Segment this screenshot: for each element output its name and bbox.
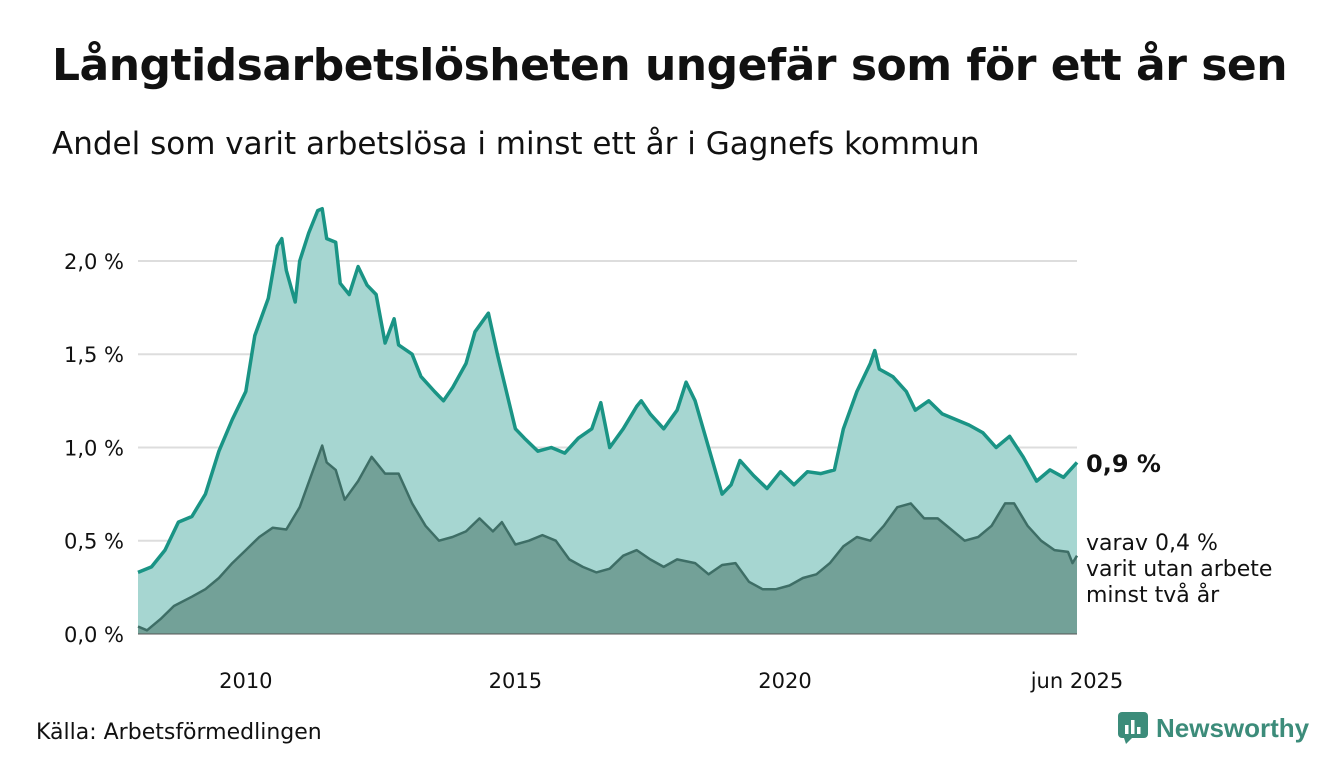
chart-title: Långtidsarbetslösheten ungefär som för e… xyxy=(52,40,1288,91)
x-tick-label: jun 2025 xyxy=(1030,669,1124,693)
chart-subtitle: Andel som varit arbetslösa i minst ett å… xyxy=(52,126,980,162)
x-tick-label: 2015 xyxy=(489,669,542,693)
line-one-year xyxy=(137,206,1079,575)
y-tick-label: 1,5 % xyxy=(64,343,124,367)
y-tick-label: 2,0 % xyxy=(64,250,124,274)
source-note: Källa: Arbetsförmedlingen xyxy=(36,720,322,745)
line-two-year xyxy=(137,444,1079,632)
y-tick-label: 0,0 % xyxy=(64,623,124,647)
sub-label-line-2: varit utan arbete xyxy=(1086,557,1272,582)
y-axis: 0,0 % 0,5 % 1,0 % 1,5 % 2,0 % xyxy=(64,250,124,647)
area-two-year xyxy=(138,445,1077,634)
x-tick-label: 2020 xyxy=(758,669,811,693)
brand-name: Newsworthy xyxy=(1156,712,1310,743)
sub-label-line-3: minst två år xyxy=(1086,582,1220,608)
y-tick-label: 0,5 % xyxy=(64,530,124,554)
newsworthy-icon xyxy=(1118,712,1148,744)
end-value-label: 0,9 % xyxy=(1086,450,1161,478)
y-tick-label: 1,0 % xyxy=(64,436,124,460)
brand-logo: Newsworthy xyxy=(1118,712,1309,744)
x-tick-label: 2010 xyxy=(219,669,272,693)
sub-label-line-1: varav 0,4 % xyxy=(1086,531,1218,556)
x-axis: 2010 2015 2020 jun 2025 xyxy=(219,669,1123,693)
